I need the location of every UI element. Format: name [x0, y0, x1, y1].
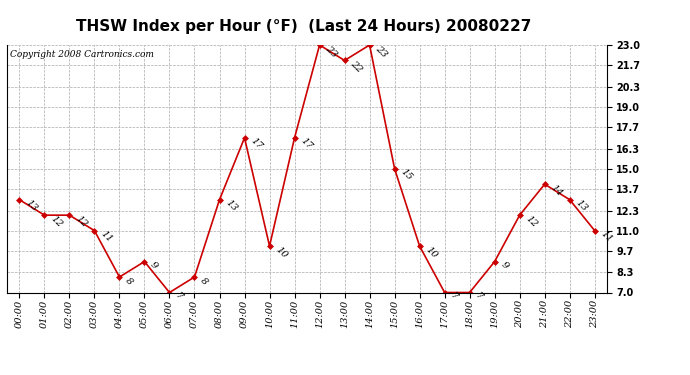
Text: 10: 10 [424, 245, 439, 260]
Text: 8: 8 [199, 276, 210, 286]
Text: 23: 23 [324, 44, 339, 59]
Text: 12: 12 [48, 214, 63, 229]
Text: 10: 10 [274, 245, 289, 260]
Text: 15: 15 [399, 167, 414, 183]
Text: 9: 9 [499, 260, 510, 271]
Text: 23: 23 [374, 44, 389, 59]
Text: 22: 22 [348, 59, 364, 74]
Text: 9: 9 [148, 260, 159, 271]
Text: 7: 7 [174, 291, 184, 302]
Text: 17: 17 [248, 136, 264, 152]
Text: THSW Index per Hour (°F)  (Last 24 Hours) 20080227: THSW Index per Hour (°F) (Last 24 Hours)… [76, 19, 531, 34]
Text: 8: 8 [124, 276, 135, 286]
Text: 7: 7 [474, 291, 484, 302]
Text: 13: 13 [23, 198, 39, 213]
Text: 12: 12 [524, 214, 539, 229]
Text: 7: 7 [448, 291, 460, 302]
Text: 12: 12 [74, 214, 89, 229]
Text: 13: 13 [574, 198, 589, 213]
Text: 11: 11 [99, 229, 114, 244]
Text: Copyright 2008 Cartronics.com: Copyright 2008 Cartronics.com [10, 50, 154, 59]
Text: 13: 13 [224, 198, 239, 213]
Text: 11: 11 [599, 229, 614, 244]
Text: 17: 17 [299, 136, 314, 152]
Text: 14: 14 [549, 183, 564, 198]
